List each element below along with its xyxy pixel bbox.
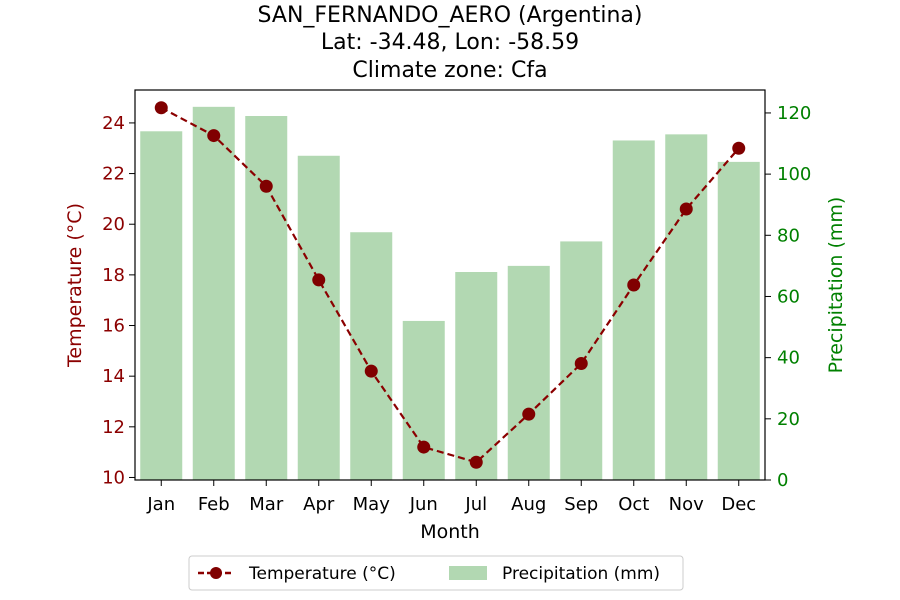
title-line-coordinates: Lat: -34.48, Lon: -58.59 bbox=[321, 30, 579, 55]
legend-temperature-label: Temperature (°C) bbox=[248, 564, 396, 584]
temperature-point bbox=[259, 179, 273, 193]
y-axis-precipitation: 0 20 40 60 80 100 120 bbox=[765, 103, 811, 491]
temperature-point bbox=[154, 101, 168, 115]
precipitation-bar bbox=[402, 320, 445, 480]
temperature-point bbox=[417, 440, 431, 454]
y-right-tick-label: 20 bbox=[777, 409, 800, 430]
x-tick-label: Feb bbox=[198, 494, 230, 515]
x-tick-label: Jul bbox=[464, 494, 487, 515]
x-axis: Jan Feb Mar Apr May Jun Jul Aug Sep Oct Nov Dec bbox=[146, 480, 756, 515]
temperature-point bbox=[574, 357, 588, 371]
chart-title: SAN_FERNANDO_AERO (Argentina) Lat: -34.4… bbox=[258, 3, 643, 83]
y-right-tick-label: 80 bbox=[777, 225, 800, 246]
y-right-tick-label: 120 bbox=[777, 103, 811, 124]
precipitation-bar bbox=[245, 116, 288, 480]
precipitation-bars bbox=[140, 106, 760, 480]
precipitation-bar bbox=[350, 232, 393, 480]
y-axis-temperature: 10 12 14 16 18 20 22 24 bbox=[102, 113, 135, 488]
temperature-point bbox=[522, 407, 536, 421]
y-left-tick-label: 10 bbox=[102, 467, 125, 488]
y-right-tick-label: 100 bbox=[777, 164, 811, 185]
x-tick-label: Mar bbox=[249, 494, 284, 515]
precipitation-bar bbox=[507, 265, 550, 480]
x-axis-label: Month bbox=[420, 521, 480, 543]
y-left-tick-label: 12 bbox=[102, 417, 125, 438]
x-tick-label: Nov bbox=[669, 494, 704, 515]
plot-frame bbox=[134, 89, 766, 481]
precipitation-bar bbox=[140, 131, 183, 480]
x-tick-label: Jan bbox=[146, 494, 175, 515]
y-left-tick-label: 24 bbox=[102, 113, 125, 134]
legend-temperature-marker bbox=[210, 567, 222, 579]
x-tick-label: Aug bbox=[511, 494, 546, 515]
y-right-tick-label: 40 bbox=[777, 348, 800, 369]
x-tick-label: Sep bbox=[564, 494, 598, 515]
y-axis-right-label: Precipitation (mm) bbox=[825, 197, 847, 374]
legend-box bbox=[188, 555, 684, 591]
legend-precipitation-swatch bbox=[449, 566, 487, 580]
y-right-tick-label: 60 bbox=[777, 286, 800, 307]
y-left-tick-label: 14 bbox=[102, 366, 125, 387]
temperature-point bbox=[207, 129, 221, 143]
precipitation-bar bbox=[717, 161, 760, 480]
temperature-point bbox=[627, 278, 641, 292]
y-left-tick-label: 18 bbox=[102, 265, 125, 286]
y-left-tick-label: 22 bbox=[102, 164, 125, 185]
x-tick-label: Oct bbox=[618, 494, 649, 515]
temperature-point bbox=[364, 364, 378, 378]
title-line-climate-zone: Climate zone: Cfa bbox=[352, 58, 547, 83]
x-tick-label: May bbox=[353, 494, 391, 515]
temperature-point bbox=[732, 141, 746, 155]
y-axis-left-label: Temperature (°C) bbox=[64, 203, 86, 368]
temperature-series-line bbox=[160, 106, 740, 464]
temperature-point bbox=[469, 455, 483, 469]
temperature-point bbox=[312, 273, 326, 287]
precipitation-bar bbox=[192, 106, 235, 480]
x-tick-label: Dec bbox=[721, 494, 756, 515]
x-tick-label: Jun bbox=[409, 494, 438, 515]
y-right-tick-label: 0 bbox=[777, 470, 788, 491]
precipitation-bar bbox=[612, 140, 655, 480]
precipitation-bar bbox=[455, 272, 498, 480]
temperature-point bbox=[679, 202, 693, 216]
precipitation-bar bbox=[665, 134, 708, 480]
legend: Temperature (°C) Precipitation (mm) bbox=[188, 555, 684, 591]
temperature-line bbox=[154, 101, 746, 469]
legend-precipitation-label: Precipitation (mm) bbox=[502, 564, 660, 584]
y-left-tick-label: 16 bbox=[102, 316, 125, 337]
title-line-station: SAN_FERNANDO_AERO (Argentina) bbox=[258, 3, 643, 28]
x-tick-label: Apr bbox=[303, 494, 335, 515]
precipitation-bar bbox=[297, 155, 340, 480]
y-left-tick-label: 20 bbox=[102, 214, 125, 235]
